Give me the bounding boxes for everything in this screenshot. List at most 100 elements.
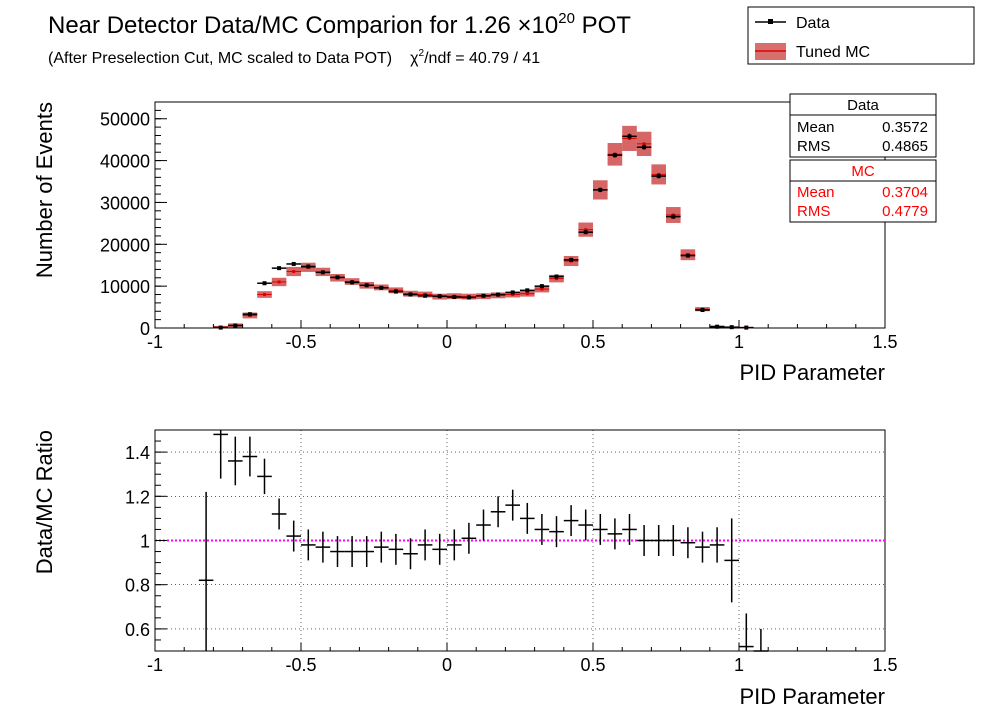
data-point (423, 293, 428, 298)
data-point (233, 323, 238, 328)
top-ytick-label: 50000 (100, 110, 150, 130)
stats-mc-header: MC (851, 163, 874, 180)
legend-mc-label: Tuned MC (796, 44, 870, 61)
data-point (612, 153, 617, 158)
bottom-xtick-label: 1 (734, 655, 744, 675)
title-times: ×10 (518, 12, 559, 39)
data-point (379, 285, 384, 290)
mc-point (263, 293, 266, 297)
top-ytick-label: 10000 (100, 277, 150, 297)
top-axes: -1 -0.5 0 0.5 1 1.5 0 10000 20000 30000 40000 50000 (100, 101, 898, 352)
bottom-ytick-label: 1.4 (125, 443, 150, 463)
top-xtick-label: 1 (734, 332, 744, 352)
bottom-ylabel: Data/MC Ratio (32, 430, 57, 574)
data-point (262, 281, 267, 286)
data-point (598, 187, 603, 192)
bottom-xtick-label: -1 (147, 655, 163, 675)
data-point (656, 174, 661, 179)
chi-rest: /ndf = 40.79 / 41 (424, 50, 540, 67)
stats-data-mean-label: Mean (797, 119, 835, 136)
data-point (218, 325, 223, 330)
bottom-axes: -1 -0.5 0 0.5 1 1.5 0.6 0.8 1 1.2 1.4 (125, 429, 898, 675)
data-point (320, 270, 325, 275)
top-plot-content (213, 125, 754, 330)
data-point (744, 325, 749, 330)
title-exp: 20 (558, 10, 575, 27)
bottom-plot-content (155, 430, 885, 652)
mc-point (525, 292, 529, 296)
data-point (496, 292, 501, 297)
top-ytick-label: 0 (140, 319, 150, 339)
top-xlabel: PID Parameter (740, 360, 886, 385)
data-point (715, 324, 720, 329)
chi-symbol: χ (410, 50, 419, 67)
bottom-ytick-label: 1 (140, 532, 150, 552)
title-main: Near Detector Data/MC Comparion for 1.26 (48, 12, 518, 39)
data-point (335, 275, 340, 280)
stats-mc-frame (789, 159, 937, 223)
mc-point (540, 287, 544, 291)
stats-data-rms-label: RMS (797, 138, 830, 155)
data-point (685, 253, 690, 258)
stats-mc-rms-value: 0.4779 (882, 203, 928, 220)
bottom-ytick-label: 0.8 (125, 576, 150, 596)
stats-data-rms-value: 0.4865 (882, 138, 928, 155)
chi-exp: 2 (419, 48, 425, 59)
data-point (642, 145, 647, 150)
mc-point (511, 293, 515, 297)
top-xtick-label: 0 (442, 332, 452, 352)
data-point (510, 290, 515, 295)
top-ylabel: Number of Events (32, 102, 57, 278)
legend-data-label: Data (796, 15, 830, 32)
stats-data-mean-value: 0.3572 (882, 119, 928, 136)
data-point (671, 214, 676, 219)
data-point (554, 274, 559, 279)
data-point (350, 280, 355, 285)
bottom-xtick-label: 0 (442, 655, 452, 675)
stats-data-frame (789, 93, 937, 158)
legend-data-marker (768, 19, 773, 24)
data-point (627, 134, 632, 139)
bottom-xtick-label: 1.5 (872, 655, 897, 675)
data-point (452, 295, 457, 300)
top-xtick-label: -1 (147, 332, 163, 352)
data-point (364, 283, 369, 288)
mc-point (277, 280, 281, 284)
title-unit: POT (575, 12, 631, 39)
data-point (525, 288, 530, 293)
stats-mc-mean-label: Mean (797, 184, 835, 201)
data-point (539, 284, 544, 289)
stats-data-box: Data Mean 0.3572 RMS 0.4865 (789, 93, 937, 158)
mc-point (642, 142, 646, 146)
data-point (481, 293, 486, 298)
stats-mc-rms-label: RMS (797, 203, 830, 220)
top-ytick-label: 30000 (100, 193, 150, 213)
data-point (700, 308, 705, 313)
data-point (729, 325, 734, 330)
stats-mc-mean-value: 0.3704 (882, 184, 928, 201)
top-xtick-label: -0.5 (285, 332, 316, 352)
subtitle-a: (After Preselection Cut, MC scaled to Da… (48, 50, 392, 67)
data-point (277, 266, 282, 271)
legend: Data Tuned MC (747, 6, 975, 65)
top-ytick-label: 20000 (100, 235, 150, 255)
mc-point (555, 277, 558, 281)
data-point (437, 294, 442, 299)
bottom-ytick-label: 1.2 (125, 487, 150, 507)
data-point (306, 264, 311, 269)
top-xtick-label: 1.5 (872, 332, 897, 352)
data-point (583, 230, 588, 235)
stats-mc-box: MC Mean 0.3704 RMS 0.4779 (789, 159, 937, 223)
data-point (569, 257, 574, 262)
data-point (247, 312, 252, 317)
top-ytick-label: 40000 (100, 152, 150, 172)
top-xtick-label: 0.5 (580, 332, 605, 352)
bottom-ytick-label: 0.6 (125, 620, 150, 640)
mc-point (584, 228, 588, 232)
chart-subtitle: (After Preselection Cut, MC scaled to Da… (48, 48, 540, 67)
data-point (408, 292, 413, 297)
data-point (291, 261, 296, 266)
chart-title: Near Detector Data/MC Comparion for 1.26… (48, 10, 631, 39)
